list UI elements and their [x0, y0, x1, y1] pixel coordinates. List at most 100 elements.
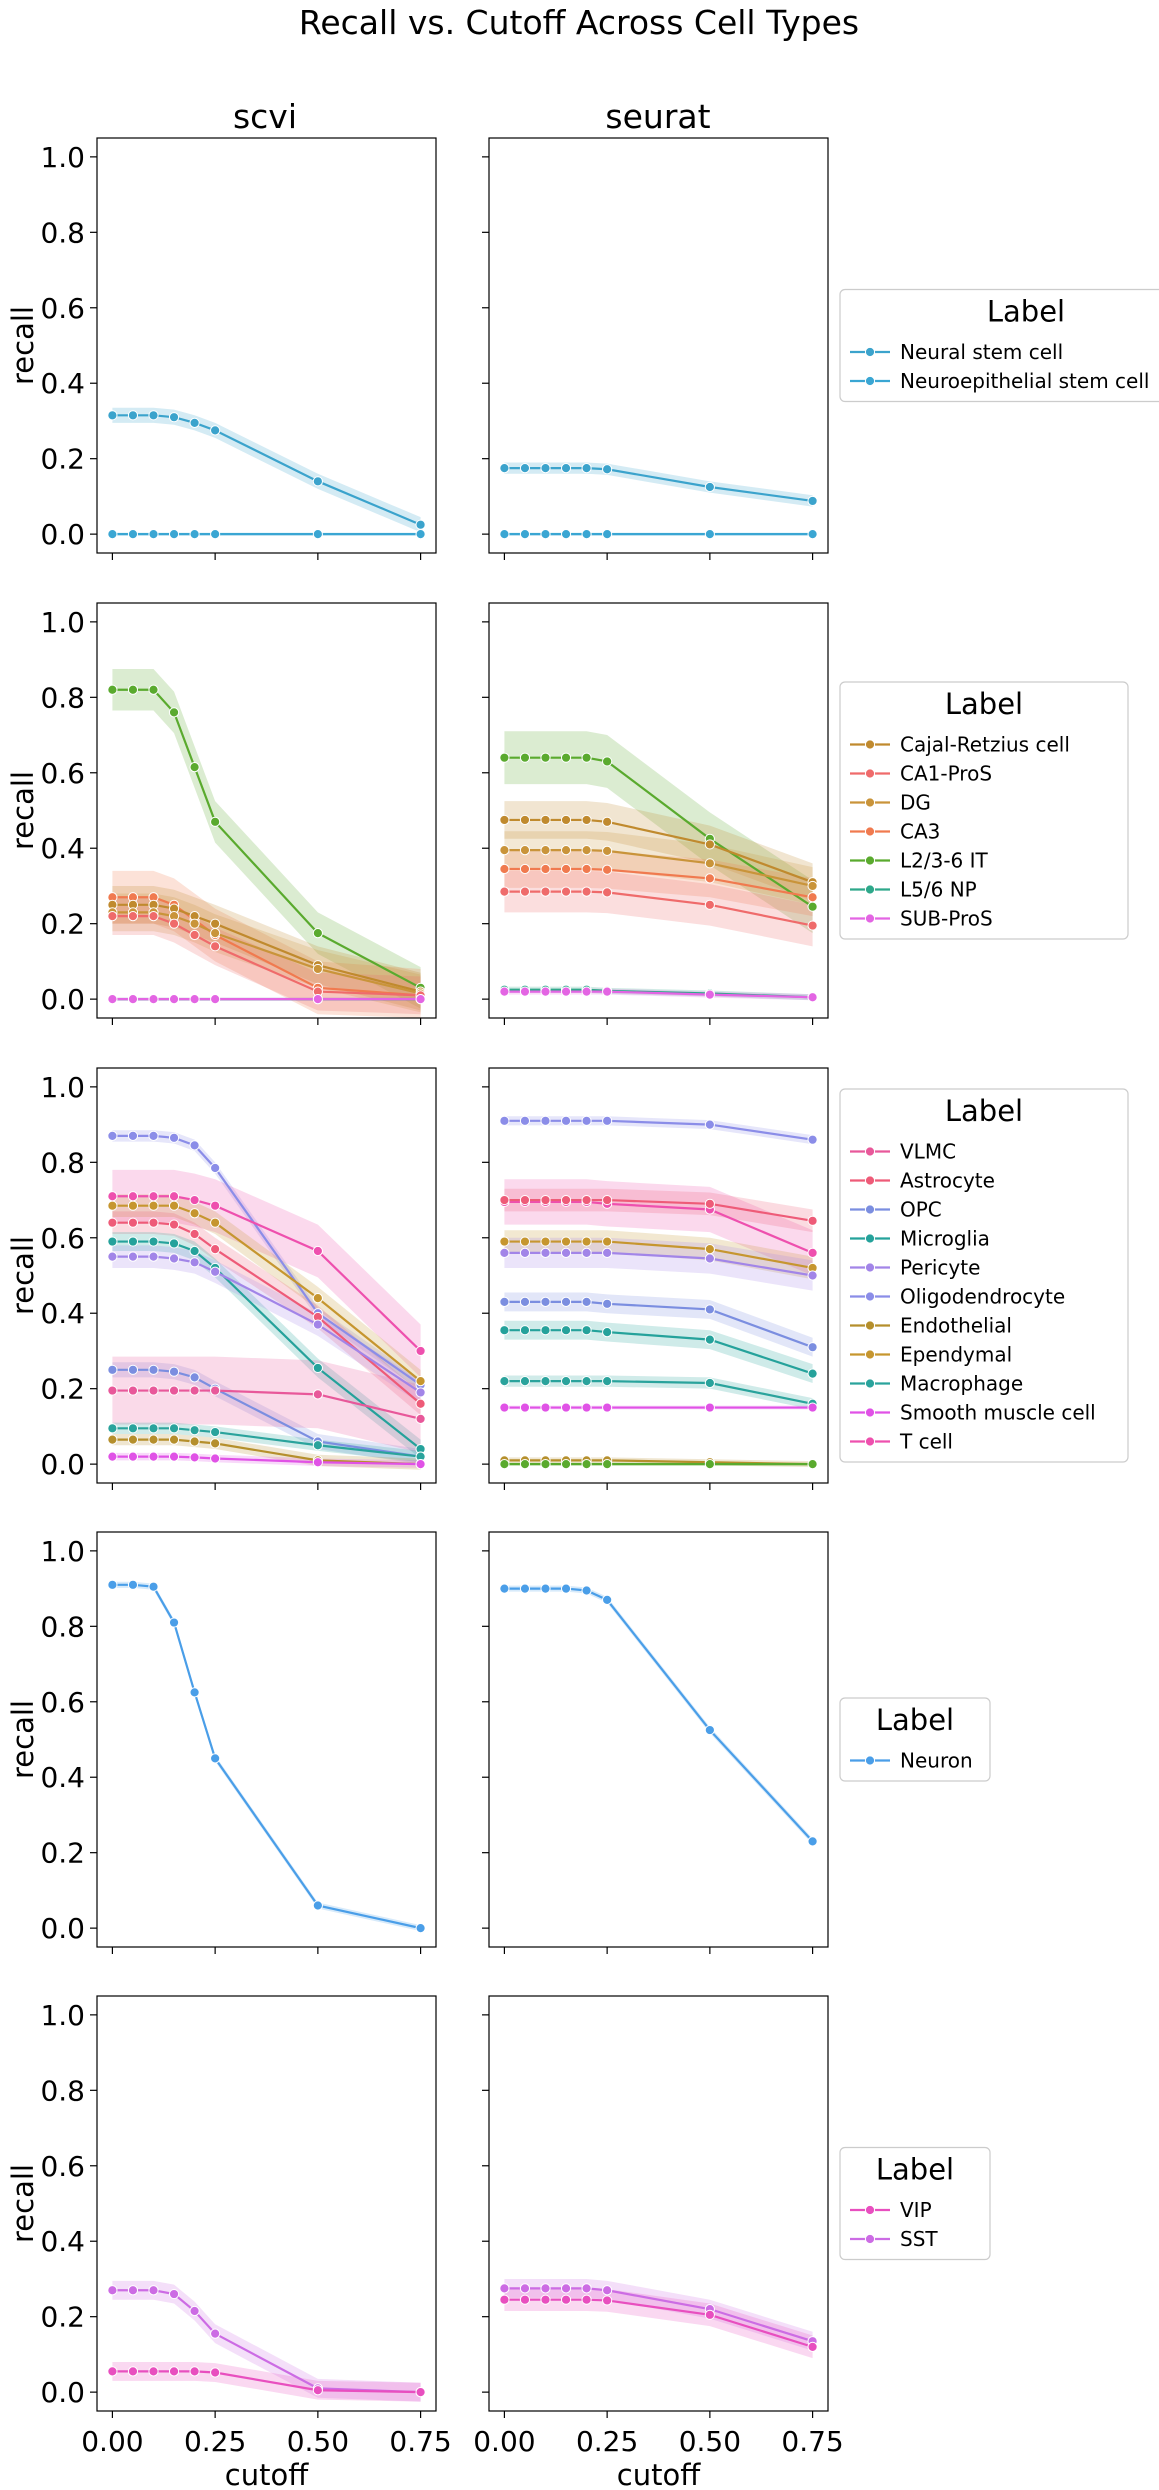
legend-title: Label [876, 1703, 954, 1737]
point-oligodendrocyte [499, 1115, 510, 1126]
legend-marker-dg [864, 797, 876, 808]
legend-label-ependymal: Ependymal [900, 1343, 1012, 1367]
point-l2-3-6-it [519, 752, 531, 763]
point-neuron [560, 1583, 572, 1594]
point-sst [148, 2285, 159, 2296]
point-vlmc [148, 1385, 159, 1396]
legend-marker-pericyte [864, 1262, 876, 1273]
point-ependymal [704, 1243, 715, 1255]
panel-grid: 0.0 0.2 0.4 0.6 0.8 1.0 recall Label Neural stem… [6, 137, 1159, 2490]
point-opc [148, 1364, 159, 1375]
x-tick-label: 0.75 [781, 2425, 843, 2458]
point-neural-stem-cell [210, 425, 221, 436]
point-smooth-muscle-cell [312, 1457, 323, 1468]
point-microglia [581, 1325, 592, 1336]
point-smooth-muscle-cell [148, 1451, 159, 1462]
point-macrophage [519, 1376, 531, 1387]
point-neuron [519, 1583, 531, 1594]
point-macrophage [127, 1423, 139, 1434]
band-l2-3-6-it [504, 731, 813, 934]
point-ca1-pros [807, 920, 818, 931]
legend-label-opc: OPC [900, 1198, 942, 1222]
legend-title: Label [945, 1094, 1023, 1128]
legend-label-t-cell: T cell [899, 1430, 953, 1454]
point-vip [540, 2294, 551, 2305]
point-ependymal [415, 1376, 426, 1387]
point-microglia [148, 1236, 159, 1247]
point-sub-pros [602, 986, 613, 997]
x-tick-label: 0.25 [184, 2425, 246, 2458]
point-macrophage [148, 1423, 159, 1434]
band-pericyte [112, 1245, 421, 1404]
point-t-cell [127, 1191, 139, 1202]
point-oligodendrocyte [540, 1115, 551, 1126]
point-endothelial [210, 1438, 221, 1449]
x-axis-label: cutoff [617, 2458, 701, 2490]
panel-scvi-row-5: 0.0 0.2 0.4 0.6 0.8 1.0 0.00 0.25 0.50 0.75 cutoff [40, 1995, 452, 2490]
point-cajal-retzius-cell [519, 814, 531, 826]
legend-label-l2-3-6-it: L2/3-6 IT [900, 849, 989, 873]
point-opc [499, 1296, 510, 1308]
x-tick-label: 0.75 [389, 2425, 451, 2458]
point-neuroepithelial-stem-cell [704, 529, 715, 540]
y-tick-label: 0.6 [40, 292, 85, 325]
y-tick-label: 1.0 [40, 1999, 85, 2032]
point-neuroepithelial-stem-cell [519, 529, 531, 540]
point-t-cell [312, 1245, 323, 1257]
point-microglia [168, 1238, 180, 1249]
point-pericyte [415, 1387, 426, 1398]
point-ca1-pros [519, 886, 531, 897]
point-astrocyte [704, 1198, 715, 1209]
point-opc [560, 1296, 572, 1308]
point-sst [189, 2305, 200, 2317]
point-smooth-muscle-cell [807, 1402, 818, 1413]
point-t-cell [168, 1191, 180, 1202]
legend-marker-sst [864, 2233, 876, 2245]
point-pericyte [807, 1270, 818, 1281]
point-sst [127, 2285, 139, 2296]
legend-row-3: Label VLMC Astrocyte OPC Microglia Pericyte Ol… [839, 1088, 1129, 1463]
point-vlmc [127, 1385, 139, 1396]
point-oligodendrocyte [189, 1140, 200, 1151]
point-vlmc [312, 1389, 323, 1400]
point-neural-stem-cell [312, 476, 323, 487]
point-sub-pros [312, 994, 323, 1005]
point-sst [107, 2285, 118, 2296]
legend-label-smooth-muscle-cell: Smooth muscle cell [900, 1401, 1096, 1425]
point-macrophage [210, 1426, 221, 1438]
point-sst [540, 2283, 551, 2294]
point-vip [581, 2294, 592, 2305]
point-smooth-muscle-cell [127, 1451, 139, 1462]
band-sst [504, 2278, 813, 2351]
point-oligodendrocyte [127, 1130, 139, 1142]
point-pericyte [312, 1319, 323, 1330]
point-macrophage [560, 1376, 572, 1387]
point-l2-3-6-it [189, 762, 200, 773]
legend-title: Label [945, 687, 1023, 721]
point-ca3 [499, 863, 510, 875]
legend-marker-oligodendrocyte [864, 1291, 876, 1302]
point-sub-pros [107, 994, 118, 1005]
point-microglia [189, 1245, 200, 1257]
point-neuroepithelial-stem-cell [807, 529, 818, 540]
point-dg [312, 963, 323, 975]
point-microglia [602, 1326, 613, 1338]
point-microglia [127, 1236, 139, 1247]
point-vlmc [210, 1385, 221, 1396]
point-neural-stem-cell [499, 463, 510, 474]
point-microglia [807, 1368, 818, 1379]
point-macrophage [107, 1423, 118, 1434]
point-neuron [499, 1583, 510, 1594]
legend-marker-neural-stem-cell [864, 346, 876, 358]
point-microglia [560, 1325, 572, 1336]
point-ca1-pros [210, 941, 221, 952]
point-l2-3-6-it [540, 752, 551, 763]
legend-marker-macrophage [864, 1378, 876, 1389]
point-opc [807, 1342, 818, 1353]
point-t-cell [107, 1191, 118, 1202]
point-neuron [581, 1585, 592, 1596]
point-neural-stem-cell [415, 519, 426, 530]
point-ca1-pros [168, 918, 180, 929]
point-astrocyte [127, 1217, 139, 1228]
